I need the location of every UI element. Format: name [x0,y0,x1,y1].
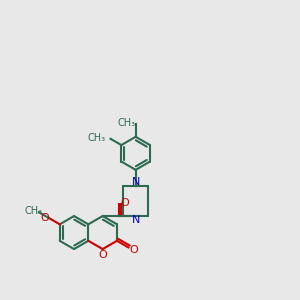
Text: CH₃: CH₃ [24,206,42,216]
Text: CH₃: CH₃ [87,133,105,143]
Text: O: O [121,199,130,208]
Text: O: O [98,250,107,260]
Text: N: N [131,177,140,188]
Text: CH₃: CH₃ [118,118,136,128]
Text: O: O [129,245,138,255]
Text: N: N [131,215,140,225]
Text: O: O [40,213,49,223]
